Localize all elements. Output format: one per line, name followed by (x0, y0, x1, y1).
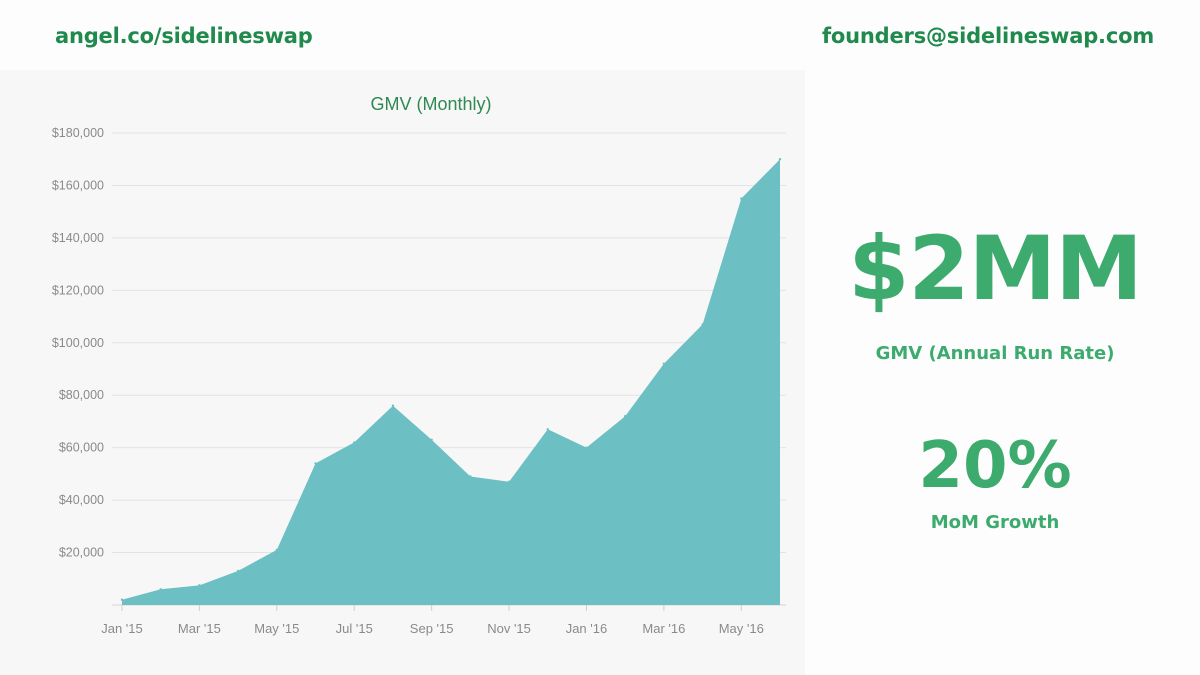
gmv-data-point (314, 462, 317, 465)
y-tick-label: $40,000 (59, 493, 104, 507)
x-tick-label: Mar '15 (178, 621, 221, 636)
gmv-data-point (430, 438, 433, 441)
gmv-data-point (236, 569, 240, 573)
x-tick-label: Sep '15 (410, 621, 454, 636)
gmv-data-point (701, 323, 704, 326)
gmv-area-chart: $20,000 $40,000 $60,000 $80,000 $100,000 $120… (52, 94, 786, 636)
gmv-data-point (198, 584, 201, 587)
y-tick-label: $100,000 (52, 336, 104, 350)
gmv-data-point (623, 415, 627, 418)
gmv-area (122, 159, 780, 605)
x-tick-label: Jan '15 (101, 621, 143, 636)
angellist-link[interactable]: angel.co/sidelineswap (55, 24, 313, 48)
gmv-data-point (391, 404, 395, 407)
x-tick-label: May '16 (719, 621, 764, 636)
gmv-data-point (662, 362, 666, 365)
x-tick-label: Nov '15 (487, 621, 531, 636)
gmv-data-point (778, 158, 782, 161)
gmv-data-point (585, 446, 588, 449)
gmv-chart-panel: $20,000 $40,000 $60,000 $80,000 $100,000 $120… (0, 70, 805, 675)
stats-panel: $2MM GMV (Annual Run Rate) 20% MoM Growt… (830, 217, 1160, 534)
annual-run-rate-value: $2MM (848, 217, 1143, 320)
gmv-data-point (353, 441, 356, 444)
y-tick-label: $80,000 (59, 388, 104, 402)
x-tick-label: May '15 (254, 621, 299, 636)
chart-area-series (120, 158, 782, 605)
annual-run-rate-caption: GMV (Annual Run Rate) (875, 343, 1115, 364)
gmv-data-point (546, 428, 549, 431)
y-tick-label: $20,000 (59, 546, 104, 560)
x-tick-label: Mar '16 (642, 621, 685, 636)
gmv-data-point (275, 548, 279, 552)
chart-title: GMV (Monthly) (370, 94, 491, 114)
y-tick-label: $60,000 (59, 441, 104, 455)
y-tick-label: $120,000 (52, 283, 104, 297)
mom-growth-value: 20% (918, 429, 1072, 503)
x-axis-ticks: Jan '15 Mar '15 May '15 Jul '15 Sep '15 Nov '… (101, 605, 764, 636)
gmv-data-point (507, 480, 511, 483)
mom-growth-caption: MoM Growth (930, 512, 1060, 533)
y-axis-ticks: $20,000 $40,000 $60,000 $80,000 $100,000 $120… (52, 126, 104, 560)
gmv-data-point (469, 475, 472, 478)
y-tick-label: $180,000 (52, 126, 104, 140)
x-tick-label: Jul '15 (336, 621, 373, 636)
founders-email-link[interactable]: founders@sidelineswap.com (822, 24, 1154, 48)
y-tick-label: $160,000 (52, 178, 104, 192)
gmv-data-point (120, 598, 124, 601)
gmv-data-point (740, 197, 743, 200)
x-tick-label: Jan '16 (566, 621, 608, 636)
y-tick-label: $140,000 (52, 231, 104, 245)
gmv-data-point (159, 588, 162, 591)
